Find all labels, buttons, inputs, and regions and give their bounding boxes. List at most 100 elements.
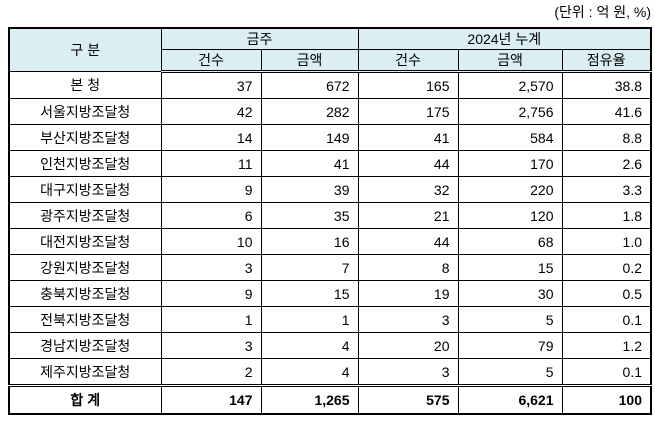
cell-ytd-amount: 120 bbox=[457, 202, 563, 229]
cell-ytd-amount: 6,621 bbox=[457, 384, 563, 415]
cell-ytd-amount: 2,756 bbox=[457, 98, 563, 125]
cell-ytd-count: 3 bbox=[357, 358, 459, 386]
cell-ytd-count: 41 bbox=[357, 124, 459, 151]
cell-week-count: 42 bbox=[160, 98, 262, 125]
cell-week-amount: 672 bbox=[260, 71, 359, 99]
table-row: 강원지방조달청 3 7 8 15 0.2 bbox=[8, 254, 652, 281]
cell-week-amount: 1 bbox=[260, 306, 359, 333]
cell-share: 0.1 bbox=[561, 358, 652, 386]
cell-ytd-amount: 68 bbox=[457, 228, 563, 255]
cell-week-count: 37 bbox=[160, 71, 262, 99]
unit-note: (단위 : 억 원, %) bbox=[554, 4, 651, 20]
cell-week-count: 6 bbox=[160, 202, 262, 229]
cell-ytd-count: 44 bbox=[357, 228, 459, 255]
header-week-count: 건수 bbox=[160, 49, 262, 73]
table-row: 서울지방조달청 42 282 175 2,756 41.6 bbox=[8, 98, 652, 125]
cell-name: 전북지방조달청 bbox=[8, 306, 162, 333]
cell-week-amount: 1,265 bbox=[260, 384, 359, 415]
cell-ytd-count: 575 bbox=[357, 384, 459, 415]
table-row: 경남지방조달청 3 4 20 79 1.2 bbox=[8, 332, 652, 359]
cell-week-count: 9 bbox=[160, 280, 262, 307]
cell-name: 제주지방조달청 bbox=[8, 358, 162, 386]
cell-week-count: 14 bbox=[160, 124, 262, 151]
table-row: 부산지방조달청 14 149 41 584 8.8 bbox=[8, 124, 652, 151]
table-row: 대구지방조달청 9 39 32 220 3.3 bbox=[8, 176, 652, 203]
cell-ytd-count: 165 bbox=[357, 71, 459, 99]
cell-share: 8.8 bbox=[561, 124, 652, 151]
cell-ytd-amount: 584 bbox=[457, 124, 563, 151]
cell-name: 광주지방조달청 bbox=[8, 202, 162, 229]
cell-week-amount: 16 bbox=[260, 228, 359, 255]
cell-name: 본 청 bbox=[8, 71, 162, 99]
cell-week-count: 2 bbox=[160, 358, 262, 386]
cell-week-amount: 7 bbox=[260, 254, 359, 281]
table-row: 충북지방조달청 9 15 19 30 0.5 bbox=[8, 280, 652, 307]
cell-ytd-amount: 2,570 bbox=[457, 71, 563, 99]
cell-name: 부산지방조달청 bbox=[8, 124, 162, 151]
cell-week-count: 1 bbox=[160, 306, 262, 333]
cell-share: 0.2 bbox=[561, 254, 652, 281]
cell-ytd-amount: 220 bbox=[457, 176, 563, 203]
cell-share: 2.6 bbox=[561, 150, 652, 177]
cell-ytd-count: 21 bbox=[357, 202, 459, 229]
cell-week-amount: 149 bbox=[260, 124, 359, 151]
cell-name: 서울지방조달청 bbox=[8, 98, 162, 125]
cell-week-count: 10 bbox=[160, 228, 262, 255]
cell-name: 대구지방조달청 bbox=[8, 176, 162, 203]
cell-ytd-count: 32 bbox=[357, 176, 459, 203]
cell-name: 합 계 bbox=[8, 384, 162, 415]
cell-share: 1.2 bbox=[561, 332, 652, 359]
cell-share: 0.1 bbox=[561, 306, 652, 333]
cell-week-amount: 15 bbox=[260, 280, 359, 307]
cell-week-amount: 4 bbox=[260, 332, 359, 359]
cell-ytd-count: 20 bbox=[357, 332, 459, 359]
header-category: 구 분 bbox=[8, 27, 162, 72]
cell-name: 충북지방조달청 bbox=[8, 280, 162, 307]
cell-name: 인천지방조달청 bbox=[8, 150, 162, 177]
cell-share: 41.6 bbox=[561, 98, 652, 125]
cell-name: 대전지방조달청 bbox=[8, 228, 162, 255]
cell-ytd-count: 19 bbox=[357, 280, 459, 307]
cell-week-count: 3 bbox=[160, 332, 262, 359]
cell-share: 0.5 bbox=[561, 280, 652, 307]
cell-week-amount: 4 bbox=[260, 358, 359, 386]
cell-share: 3.3 bbox=[561, 176, 652, 203]
cell-share: 1.8 bbox=[561, 202, 652, 229]
cell-week-amount: 35 bbox=[260, 202, 359, 229]
cell-ytd-count: 3 bbox=[357, 306, 459, 333]
header-ytd: 2024년 누계 bbox=[357, 27, 652, 50]
cell-share: 100 bbox=[561, 384, 652, 415]
cell-ytd-amount: 5 bbox=[457, 306, 563, 333]
cell-week-amount: 41 bbox=[260, 150, 359, 177]
header-week: 금주 bbox=[160, 27, 359, 50]
cell-ytd-count: 8 bbox=[357, 254, 459, 281]
cell-week-amount: 39 bbox=[260, 176, 359, 203]
cell-name: 경남지방조달청 bbox=[8, 332, 162, 359]
cell-ytd-amount: 170 bbox=[457, 150, 563, 177]
cell-week-count: 9 bbox=[160, 176, 262, 203]
cell-week-count: 11 bbox=[160, 150, 262, 177]
cell-week-count: 3 bbox=[160, 254, 262, 281]
table-row: 인천지방조달청 11 41 44 170 2.6 bbox=[8, 150, 652, 177]
table-row: 전북지방조달청 1 1 3 5 0.1 bbox=[8, 306, 652, 333]
header-ytd-amount: 금액 bbox=[457, 49, 563, 73]
cell-week-amount: 282 bbox=[260, 98, 359, 125]
header-ytd-count: 건수 bbox=[357, 49, 459, 73]
table-row: 본 청 37 672 165 2,570 38.8 bbox=[8, 71, 652, 99]
table-row: 광주지방조달청 6 35 21 120 1.8 bbox=[8, 202, 652, 229]
header-week-amount: 금액 bbox=[260, 49, 359, 73]
cell-ytd-count: 175 bbox=[357, 98, 459, 125]
table-row: 대전지방조달청 10 16 44 68 1.0 bbox=[8, 228, 652, 255]
table-row: 제주지방조달청 2 4 3 5 0.1 bbox=[8, 358, 652, 386]
header-share: 점유율 bbox=[561, 49, 652, 73]
cell-ytd-amount: 79 bbox=[457, 332, 563, 359]
cell-share: 1.0 bbox=[561, 228, 652, 255]
cell-ytd-amount: 5 bbox=[457, 358, 563, 386]
cell-share: 38.8 bbox=[561, 71, 652, 99]
cell-ytd-count: 44 bbox=[357, 150, 459, 177]
cell-week-count: 147 bbox=[160, 384, 262, 415]
total-row: 합 계 147 1,265 575 6,621 100 bbox=[8, 384, 652, 415]
procurement-table: 구 분 금주 2024년 누계 건수 금액 건수 금액 점유율 본 청 37 672… bbox=[8, 27, 652, 415]
cell-ytd-amount: 15 bbox=[457, 254, 563, 281]
cell-ytd-amount: 30 bbox=[457, 280, 563, 307]
